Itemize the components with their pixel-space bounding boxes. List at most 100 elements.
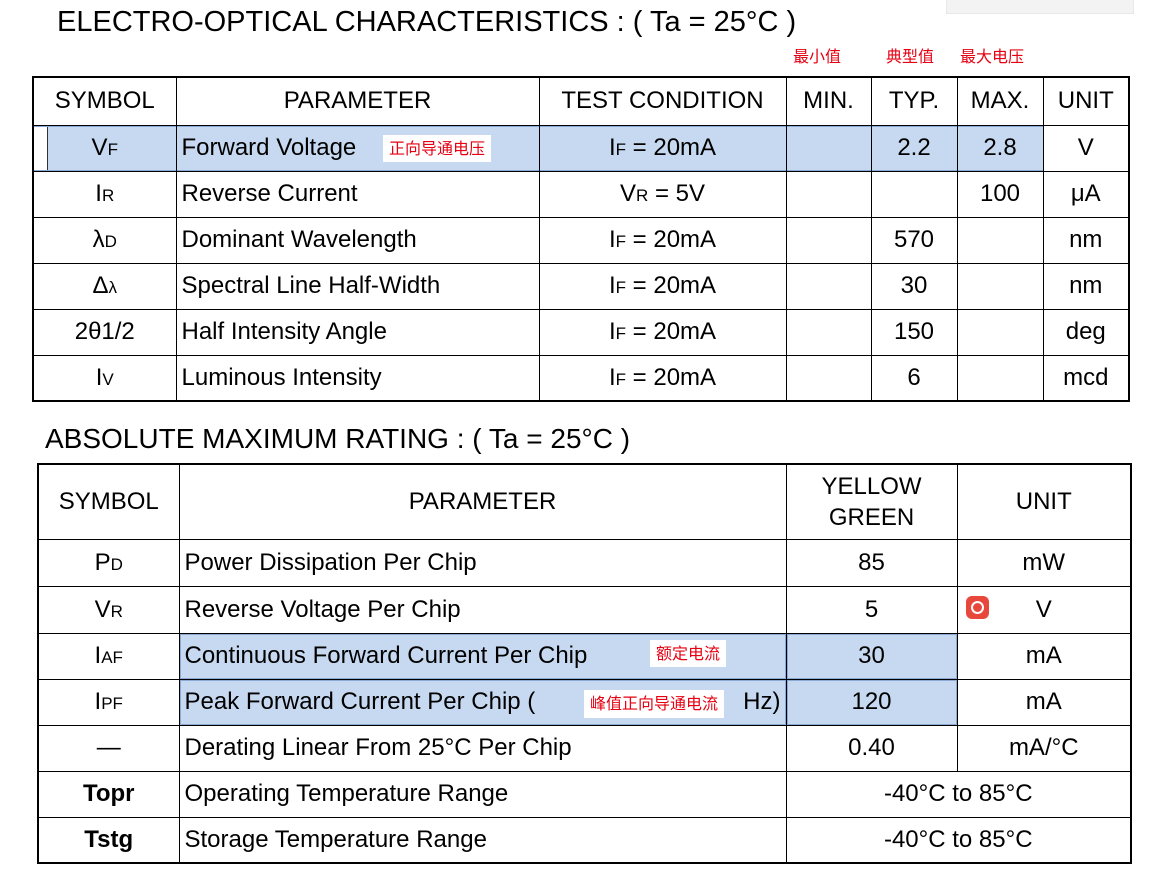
table-row: IR Reverse Current VR = 5V 100 μA xyxy=(32,170,1130,218)
symbol-subscript: R xyxy=(101,186,115,205)
typ-cell xyxy=(870,170,958,218)
unit-cell: mA/°C xyxy=(956,724,1132,772)
absolute-max-table: SYMBOL PARAMETER YELLOW GREEN UNIT PD Power Di… xyxy=(37,463,1132,864)
header-min: MIN. xyxy=(785,76,872,126)
symbol-cell: 2θ1/2 xyxy=(32,308,177,356)
symbol-cell: VF xyxy=(32,124,177,172)
typ-cell: 570 xyxy=(870,216,958,264)
unit-cell: V xyxy=(1042,124,1130,172)
symbol-main: I xyxy=(95,363,103,391)
max-cell xyxy=(956,354,1044,402)
parameter-text: Derating Linear From 25°C Per Chip xyxy=(184,734,572,761)
symbol-subscript: F xyxy=(107,140,118,159)
max-cell xyxy=(956,308,1044,356)
parameter-cell: Storage Temperature Range xyxy=(178,816,787,864)
parameter-cell: Power Dissipation Per Chip xyxy=(178,538,787,587)
symbol-cell: Topr xyxy=(37,770,180,818)
range-cell: -40°C to 85°C xyxy=(785,770,1132,818)
parameter-cell: Reverse Voltage Per Chip xyxy=(178,585,787,634)
test-condition-cell: IF = 20mA xyxy=(538,308,787,356)
header-unit: UNIT xyxy=(956,463,1132,540)
condition-value: = 20mA xyxy=(626,363,717,391)
min-cell xyxy=(785,170,872,218)
ai-assistant-badge-icon[interactable] xyxy=(966,596,989,619)
symbol-main: I xyxy=(94,642,102,669)
electro-optical-table: SYMBOL PARAMETER TEST CONDITION MIN. TYP. MAX… xyxy=(32,76,1130,402)
parameter-text: Peak Forward Current Per Chip ( xyxy=(184,688,536,715)
table-row: IPF Peak Forward Current Per Chip ( Hz) 120… xyxy=(37,678,1132,726)
condition-value: = 20mA xyxy=(626,318,717,345)
symbol-subscript: PF xyxy=(101,694,123,713)
header-symbol: SYMBOL xyxy=(37,463,180,540)
unit-cell: mcd xyxy=(1042,354,1130,402)
value-cell: 120 xyxy=(785,678,958,726)
condition-value: = 20mA xyxy=(626,134,717,161)
typ-cell: 6 xyxy=(870,354,958,402)
symbol-main: V xyxy=(94,595,111,623)
table-row: IAF Continuous Forward Current Per Chip 30… xyxy=(37,632,1132,680)
table-row: PD Power Dissipation Per Chip 85 mW xyxy=(37,538,1132,587)
unit-cell: deg xyxy=(1042,308,1130,356)
table-row: Topr Operating Temperature Range -40°C to … xyxy=(37,770,1132,818)
parameter-text: Power Dissipation Per Chip xyxy=(184,548,477,576)
symbol-main: 2θ1/2 xyxy=(74,318,135,345)
symbol-subscript: D xyxy=(110,554,123,574)
test-condition-cell: VR = 5V xyxy=(538,170,787,218)
top-right-panel-edge xyxy=(946,0,1134,14)
symbol-subscript: AF xyxy=(101,648,123,667)
unit-cell: mA xyxy=(956,678,1132,726)
symbol-main: Topr xyxy=(82,780,135,807)
table-row: 2θ1/2 Half Intensity Angle IF = 20mA 150 deg xyxy=(32,308,1130,356)
condition-main: I xyxy=(608,318,616,345)
table-row: IV Luminous Intensity IF = 20mA 6 mcd xyxy=(32,354,1130,402)
unit-cell: nm xyxy=(1042,216,1130,264)
test-condition-cell: IF = 20mA xyxy=(538,262,787,310)
symbol-cell: — xyxy=(37,724,180,772)
min-cell xyxy=(785,216,872,264)
symbol-cell: IR xyxy=(32,170,177,218)
max-cell xyxy=(956,216,1044,264)
min-column-note: 最小值 xyxy=(793,47,842,66)
table-row: Tstg Storage Temperature Range -40°C to 85… xyxy=(37,816,1132,864)
table-row: VR Reverse Voltage Per Chip 5 V xyxy=(37,585,1132,634)
symbol-cell: IAF xyxy=(37,632,180,680)
parameter-text: Storage Temperature Range xyxy=(184,825,487,853)
header-parameter: PARAMETER xyxy=(178,463,787,540)
parameter-tail-text: Hz) xyxy=(743,688,781,715)
table-row: VF Forward Voltage IF = 20mA 2.2 2.8 V xyxy=(32,124,1130,172)
parameter-text: Operating Temperature Range xyxy=(184,780,509,807)
parameter-cell: Operating Temperature Range xyxy=(178,770,787,818)
parameter-cell: Half Intensity Angle xyxy=(175,308,540,356)
max-cell: 100 xyxy=(956,170,1044,218)
condition-value: = 5V xyxy=(648,180,705,207)
header-symbol: SYMBOL xyxy=(32,76,177,126)
symbol-main: Tstg xyxy=(84,825,134,853)
header-value-line: YELLOW xyxy=(821,472,922,500)
min-cell xyxy=(785,354,872,402)
condition-subscript: F xyxy=(615,140,626,159)
symbol-main: P xyxy=(94,548,111,576)
header-value-line: GREEN xyxy=(828,503,915,531)
typ-cell: 150 xyxy=(870,308,958,356)
test-condition-cell: IF = 20mA xyxy=(538,124,787,172)
table-row: λD Dominant Wavelength IF = 20mA 570 nm xyxy=(32,216,1130,264)
parameter-text: Reverse Voltage Per Chip xyxy=(184,595,461,623)
condition-main: I xyxy=(608,134,616,161)
symbol-cell: Δλ xyxy=(32,262,177,310)
header-max: MAX. xyxy=(956,76,1044,126)
symbol-main: I xyxy=(94,688,102,715)
symbol-subscript: R xyxy=(110,601,123,621)
symbol-cell: λD xyxy=(32,216,177,264)
table-row: — Derating Linear From 25°C Per Chip 0.40 m… xyxy=(37,724,1132,772)
test-condition-cell: IF = 20mA xyxy=(538,354,787,402)
symbol-subscript: V xyxy=(102,369,114,389)
symbol-main: Δ xyxy=(92,272,109,299)
unit-cell: nm xyxy=(1042,262,1130,310)
symbol-cell: PD xyxy=(37,538,180,587)
symbol-main: I xyxy=(95,180,102,207)
symbol-subscript: D xyxy=(104,232,117,251)
condition-main: I xyxy=(608,226,616,253)
parameter-cell: Luminous Intensity xyxy=(175,354,540,402)
symbol-cell: VR xyxy=(37,585,180,634)
test-condition-cell: IF = 20mA xyxy=(538,216,787,264)
